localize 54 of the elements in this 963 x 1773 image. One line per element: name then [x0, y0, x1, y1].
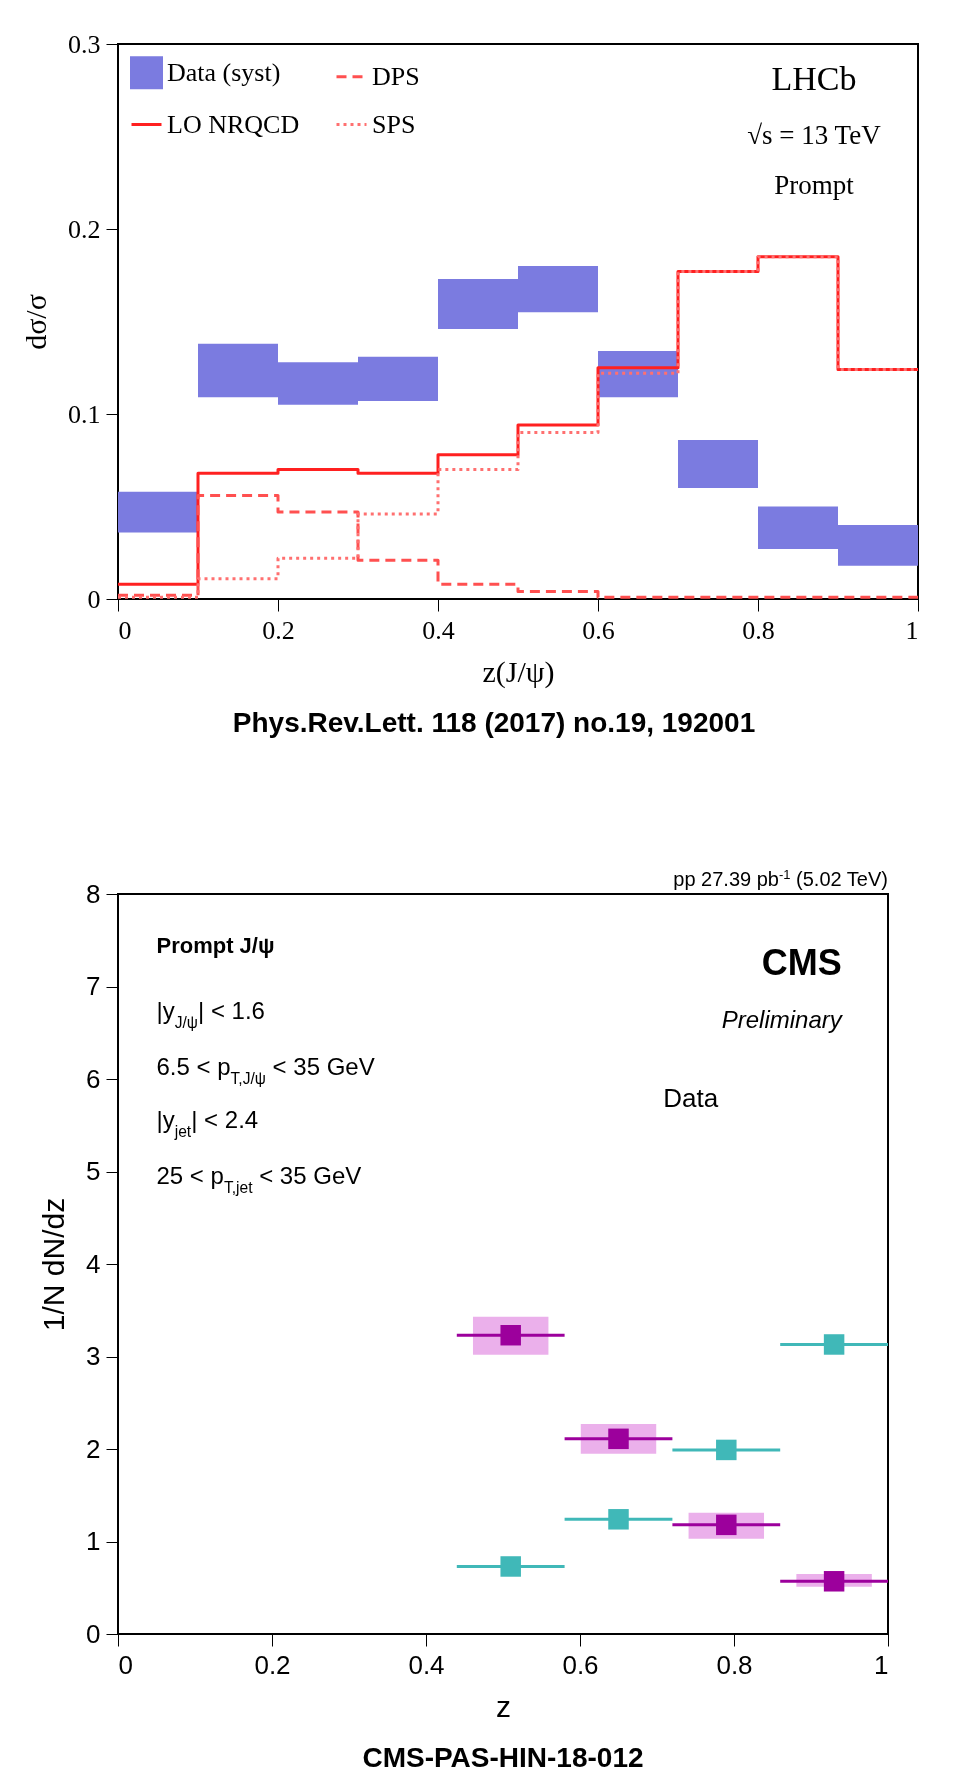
- y-tick-label: 0.3: [68, 29, 101, 59]
- annotation: |y$_{J/ψ}$| < 1.6: [156, 997, 265, 1031]
- x-tick-label: 0.4: [422, 615, 455, 645]
- y-axis-title: dσ/σ: [19, 294, 52, 350]
- y-tick-label: 5: [86, 1156, 101, 1186]
- y-tick-label: 0.2: [68, 214, 101, 244]
- y-tick-label: 4: [86, 1248, 101, 1279]
- y-tick-label: 8: [86, 878, 101, 909]
- annotation: 6.5 < p$_{T,J/ψ}$ < 35 GeV: [156, 1052, 375, 1087]
- point: [716, 1439, 737, 1461]
- x-axis-title: z: [496, 1689, 511, 1723]
- x-tick-label: 1: [874, 1649, 889, 1680]
- legend-label: DPS: [372, 61, 420, 91]
- y-tick-label: 6: [86, 1063, 101, 1094]
- annotation: CMS: [761, 942, 842, 984]
- annotation: 25 < p$_{T,jet}$ < 35 GeV: [156, 1161, 362, 1196]
- bar: [678, 439, 758, 488]
- x-tick-label: 0.2: [262, 615, 295, 645]
- legend-label: SPS: [372, 109, 416, 139]
- x-tick-label: 0.8: [716, 1649, 753, 1680]
- annotation: |y$_{jet}$| < 2.4: [156, 1106, 259, 1140]
- text: CMS-PAS-HIN-18-012: [362, 1742, 644, 1773]
- text: Data: [663, 1083, 719, 1114]
- x-axis-title: z(J/ψ): [482, 654, 555, 689]
- annotation: √s = 13 TeV: [747, 119, 882, 150]
- legend-label: Data (syst): [167, 57, 281, 87]
- point: [608, 1509, 629, 1530]
- x-tick-label: 0: [118, 1649, 133, 1680]
- legend-label: LO NRQCD: [167, 109, 300, 139]
- x-tick-label: 0: [118, 615, 132, 645]
- annotation: Prompt J/ψ: [156, 932, 275, 958]
- x-tick-label: 0.6: [562, 1649, 599, 1680]
- x-tick-label: 0.8: [742, 615, 775, 645]
- annotation: Preliminary: [721, 1006, 844, 1034]
- x-tick-label: 0.2: [254, 1649, 291, 1680]
- annotation: Prompt: [774, 169, 855, 200]
- annotation: LHCb: [771, 60, 857, 98]
- point: [823, 1571, 845, 1592]
- y-tick-label: 7: [86, 971, 101, 1001]
- y-axis-title: 1/N dN/dz: [37, 1197, 71, 1332]
- y-tick-label: 3: [86, 1341, 101, 1371]
- y-tick-label: 0: [86, 1618, 101, 1649]
- point: [823, 1334, 845, 1355]
- point: [500, 1556, 521, 1577]
- y-tick-label: 0: [87, 584, 101, 614]
- y-tick-label: 2: [86, 1433, 101, 1464]
- bar: [118, 491, 198, 533]
- x-tick-label: 0.4: [408, 1649, 445, 1680]
- y-tick-label: 1: [86, 1526, 101, 1556]
- text: pp 27.39 pb$^{-1}$ (5.02 TeV): [673, 866, 888, 890]
- text: Phys.Rev.Lett. 118 (2017) no.19, 192001: [232, 707, 756, 738]
- x-tick-label: 1: [905, 615, 919, 645]
- x-tick-label: 0.6: [582, 615, 615, 645]
- y-tick-label: 0.1: [68, 399, 101, 429]
